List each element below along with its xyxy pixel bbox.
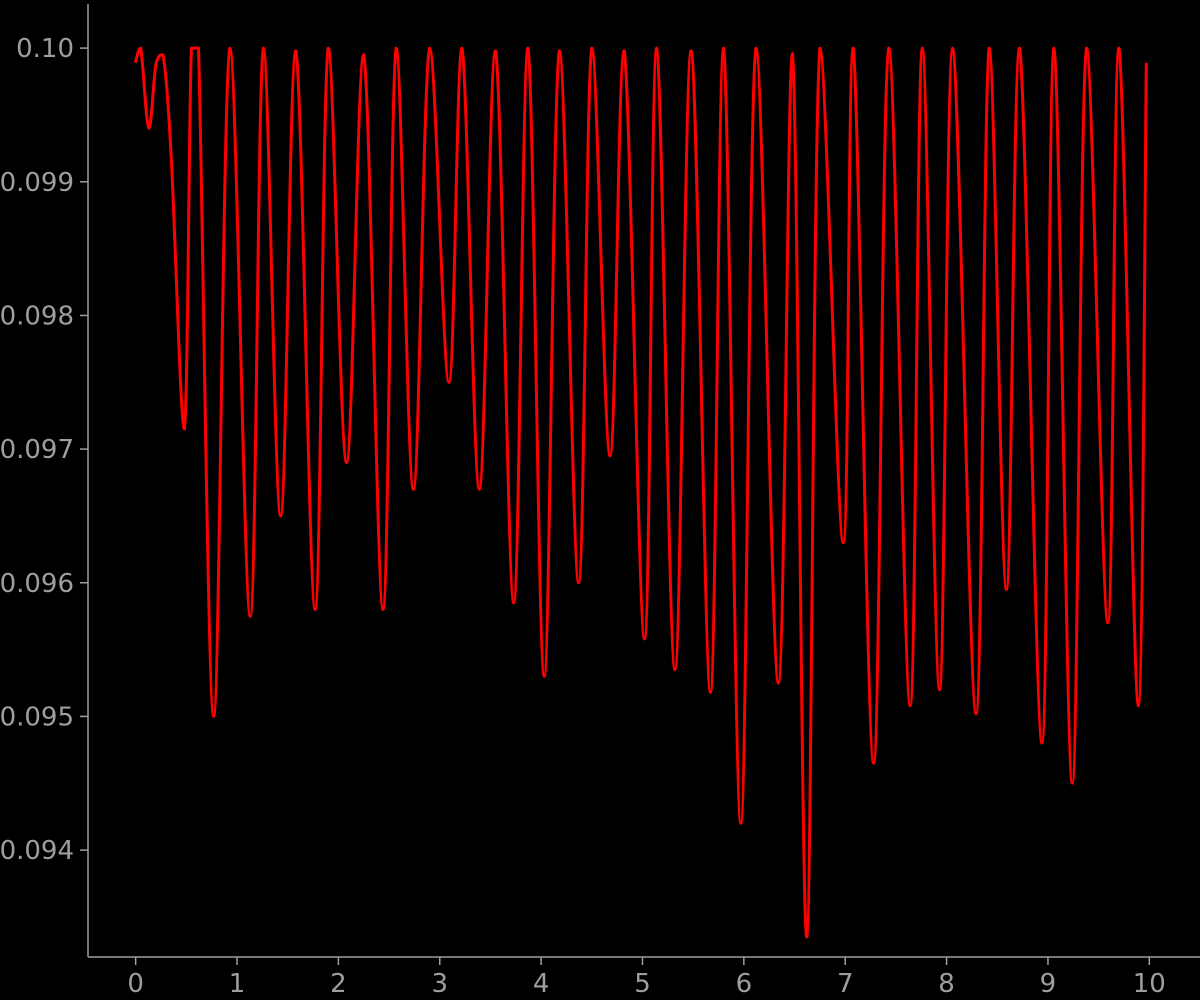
axes [87, 4, 1200, 958]
x-tick-label: 4 [533, 969, 550, 999]
plot-area [134, 46, 1148, 939]
x-tick-label: 8 [938, 969, 955, 999]
y-tick-label: 0.098 [0, 301, 74, 331]
x-tick-label: 2 [330, 969, 347, 999]
x-tick-label: 0 [127, 969, 144, 999]
x-tick-label: 10 [1133, 969, 1166, 999]
x-axis-ticks: 0 1 2 3 4 5 6 7 8 9 10 [127, 957, 1166, 999]
x-tick-label: 5 [634, 969, 651, 999]
y-axis-ticks: 0.094 0.095 0.096 0.097 0.098 0.099 0.10 [0, 34, 88, 866]
series-line [134, 46, 1148, 939]
x-tick-label: 1 [229, 969, 246, 999]
y-tick-label: 0.094 [0, 836, 74, 866]
x-tick-label: 3 [431, 969, 448, 999]
x-tick-label: 7 [837, 969, 854, 999]
x-tick-label: 6 [736, 969, 753, 999]
y-tick-label: 0.097 [0, 435, 74, 465]
y-tick-label: 0.099 [0, 168, 74, 198]
y-tick-label: 0.095 [0, 702, 74, 732]
y-tick-label: 0.10 [16, 34, 74, 64]
x-tick-label: 9 [1040, 969, 1057, 999]
y-tick-label: 0.096 [0, 569, 74, 599]
